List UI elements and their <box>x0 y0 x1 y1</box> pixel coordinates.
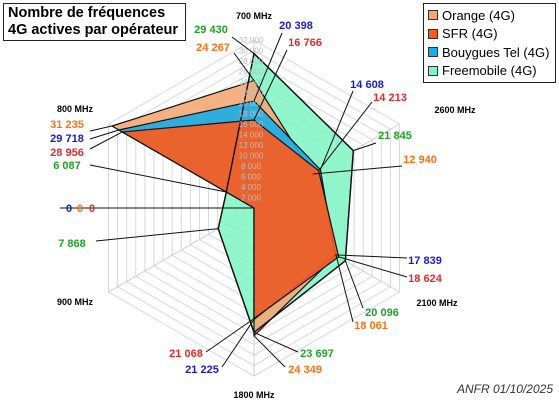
value-label-0-2: 18 061 <box>354 320 388 332</box>
legend-item-bouygues: Bouygues Tel (4G) <box>428 43 555 62</box>
axis-labels: 700 MHz 2600 MHz 2100 MHz 1800 MHz 900 MHz 80… <box>57 11 476 400</box>
leader-line-5 <box>318 101 373 171</box>
value-label-2-4: 0 <box>66 203 72 215</box>
value-label-2-2: 17 839 <box>408 255 442 267</box>
tick-label-6: 14 000 <box>239 131 264 140</box>
legend-item-sfr: SFR (4G) <box>428 25 555 44</box>
tick-label-9: 20 000 <box>239 99 264 108</box>
legend-item-free: Freemobile (4G) <box>428 62 555 81</box>
axis-label-5: 800 MHz <box>57 104 94 114</box>
value-label-3-5: 6 087 <box>53 160 81 172</box>
legend-swatch-free <box>428 65 438 76</box>
label-leaders <box>60 32 408 368</box>
tick-label-8: 18 000 <box>239 110 264 119</box>
value-label-1-0: 16 766 <box>288 37 322 49</box>
leader-line-10 <box>344 260 364 309</box>
tick-label-3: 8 000 <box>241 162 262 171</box>
leader-line-3 <box>233 52 255 81</box>
legend-label-orange: Orange (4G) <box>442 7 515 23</box>
leader-line-4 <box>319 90 354 170</box>
value-label-2-0: 20 398 <box>279 20 313 32</box>
axis-label-2: 2100 MHz <box>416 298 458 308</box>
legend-label-bouygues: Bouygues Tel (4G) <box>442 44 550 60</box>
leader-line-17 <box>89 125 113 132</box>
leader-line-7 <box>312 165 403 175</box>
tick-label-15: 32 000 <box>239 36 264 45</box>
value-label-0-0: 24 267 <box>196 42 230 54</box>
value-label-0-5: 31 235 <box>50 119 84 131</box>
legend-label-sfr: SFR (4G) <box>442 26 498 42</box>
tick-label-12: 26 000 <box>239 68 264 77</box>
tick-label-11: 24 000 <box>239 78 264 87</box>
tick-label-10: 22 000 <box>239 89 264 98</box>
leader-line-13 <box>253 335 286 368</box>
value-label-1-1: 14 213 <box>373 92 407 104</box>
leader-line-6 <box>353 142 377 152</box>
legend-swatch-bouygues <box>428 47 438 58</box>
tick-label-7: 16 000 <box>239 120 264 129</box>
value-label-1-5: 28 956 <box>50 147 84 159</box>
value-label-3-4: 7 868 <box>58 238 86 250</box>
value-label-1-4: 0 <box>89 203 95 215</box>
tick-label-13: 28 000 <box>239 57 264 66</box>
axis-label-3: 1800 MHz <box>233 390 275 400</box>
value-label-3-0: 29 430 <box>194 24 228 36</box>
axis-label-4: 900 MHz <box>57 297 94 307</box>
series-areas <box>111 52 355 337</box>
tick-label-0: 2 000 <box>241 194 262 203</box>
tick-label-1: 4 000 <box>241 183 262 192</box>
legend-swatch-sfr <box>428 28 438 39</box>
leader-line-8 <box>335 254 408 259</box>
leader-line-1 <box>253 32 283 102</box>
axis-label-0: 700 MHz <box>236 11 273 21</box>
value-label-1-2: 18 624 <box>408 273 443 285</box>
leader-line-9 <box>338 256 408 278</box>
leader-line-18 <box>89 129 120 140</box>
legend-item-orange: Orange (4G) <box>428 6 555 25</box>
value-label-2-3: 21 225 <box>185 364 219 376</box>
axis-label-1: 2600 MHz <box>434 105 476 115</box>
value-label-3-3: 23 697 <box>300 348 334 360</box>
value-label-1-3: 21 068 <box>169 348 203 360</box>
value-label-2-1: 14 608 <box>350 79 384 91</box>
source-footer: ANFR 01/10/2025 <box>456 382 553 396</box>
leader-line-20 <box>89 164 227 193</box>
chart-title-line-1: Nombre de fréquences <box>8 5 166 21</box>
value-label-0-4: 0 <box>77 203 83 215</box>
legend: Orange (4G) SFR (4G) Bouygues Tel (4G) F… <box>423 3 556 83</box>
tick-label-5: 12 000 <box>239 141 264 150</box>
tick-label-4: 10 000 <box>239 152 264 161</box>
value-label-3-2: 20 096 <box>365 307 399 319</box>
leader-line-15 <box>221 319 255 368</box>
value-label-0-3: 24 349 <box>288 364 322 376</box>
tick-label-2: 6 000 <box>241 173 262 182</box>
legend-label-free: Freemobile (4G) <box>442 63 537 79</box>
chart-title: Nombre de fréquences 4G actives par opér… <box>3 3 186 41</box>
leader-line-14 <box>205 318 255 353</box>
chart-title-line-2: 4G actives par opérateur <box>8 22 179 38</box>
leader-line-19 <box>89 131 123 150</box>
value-label-0-1: 12 940 <box>403 154 437 166</box>
leader-line-0 <box>231 36 255 54</box>
leader-line-16 <box>95 228 219 242</box>
leader-line-2 <box>253 49 288 121</box>
leader-line-11 <box>335 255 354 323</box>
leader-line-12 <box>253 331 299 353</box>
value-label-2-5: 29 718 <box>50 133 84 145</box>
legend-swatch-orange <box>428 10 438 21</box>
value-label-3-1: 21 845 <box>378 130 412 142</box>
